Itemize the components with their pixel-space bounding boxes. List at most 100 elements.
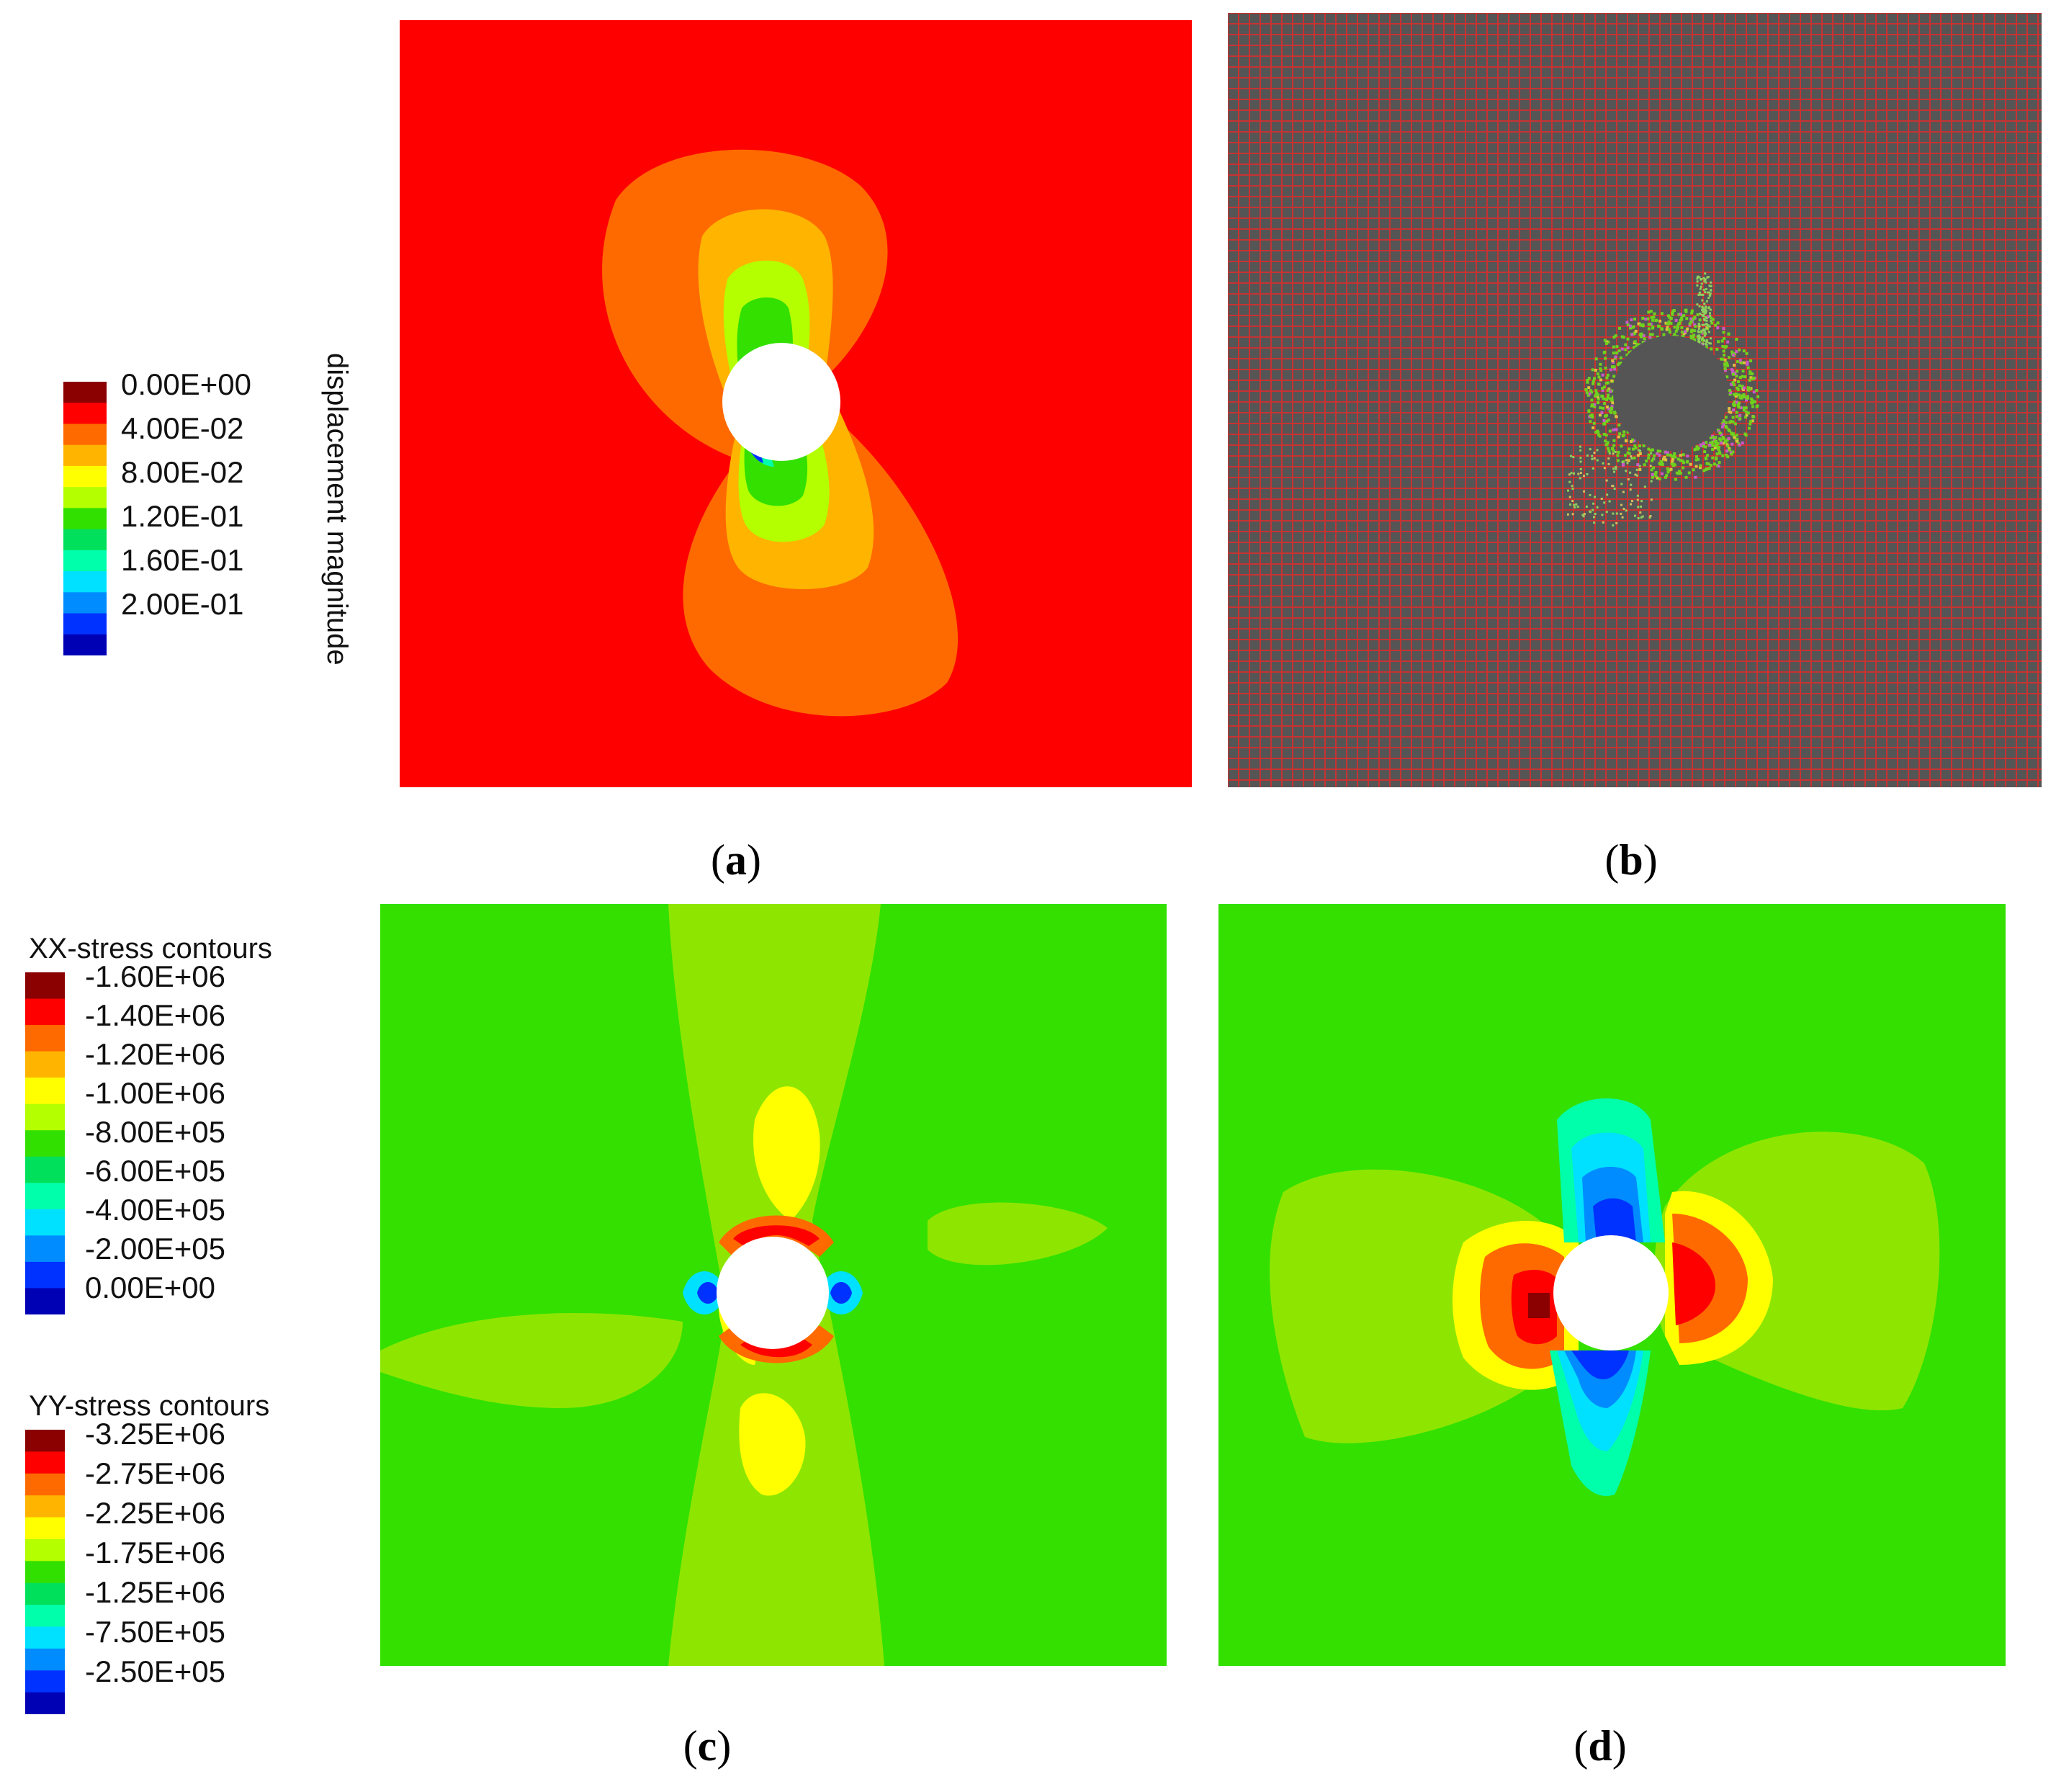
particle xyxy=(1693,448,1697,452)
particle xyxy=(1675,471,1679,475)
particle xyxy=(1590,413,1594,417)
particle xyxy=(1687,471,1691,475)
particle xyxy=(1643,485,1646,488)
particle xyxy=(1594,496,1597,498)
particle xyxy=(1735,415,1738,418)
particle xyxy=(1698,336,1701,339)
particle xyxy=(1656,476,1659,480)
particle xyxy=(1625,470,1628,472)
particle xyxy=(1733,422,1737,426)
legend-label: -8.00E+05 xyxy=(85,1115,225,1149)
colorbar-swatch xyxy=(25,1605,65,1627)
particle xyxy=(1709,342,1712,345)
particle xyxy=(1741,442,1744,445)
legend-label: -6.00E+05 xyxy=(85,1154,225,1188)
particle xyxy=(1723,369,1727,372)
particle xyxy=(1637,506,1640,509)
particle xyxy=(1616,459,1620,462)
particle xyxy=(1748,426,1751,430)
particle xyxy=(1628,447,1631,451)
particle xyxy=(1656,452,1659,455)
particle xyxy=(1709,294,1712,297)
particle xyxy=(1749,376,1753,380)
particle xyxy=(1728,429,1731,433)
particle xyxy=(1668,315,1671,319)
particle xyxy=(1666,467,1669,470)
particle xyxy=(1750,397,1754,400)
particle xyxy=(1743,361,1746,364)
particle xyxy=(1601,389,1604,393)
particle xyxy=(1650,459,1653,462)
particle xyxy=(1615,465,1617,468)
particle xyxy=(1641,515,1644,518)
particle xyxy=(1735,400,1738,404)
particle xyxy=(1647,456,1651,460)
particle xyxy=(1709,337,1712,340)
particle xyxy=(1631,438,1635,442)
particle xyxy=(1745,398,1749,402)
particle xyxy=(1741,369,1745,373)
particle xyxy=(1749,419,1753,423)
particle xyxy=(1629,471,1632,474)
caption-b: (b) xyxy=(1604,836,1658,884)
particle xyxy=(1689,320,1693,323)
particle xyxy=(1596,429,1599,433)
legend-label: -1.25E+06 xyxy=(85,1575,225,1609)
particle xyxy=(1628,324,1632,328)
particle xyxy=(1671,311,1674,315)
particle xyxy=(1636,498,1639,501)
particle xyxy=(1694,465,1698,468)
particle xyxy=(1730,442,1734,446)
particle xyxy=(1638,452,1642,455)
particle xyxy=(1647,447,1651,451)
particle xyxy=(1605,340,1609,344)
particle xyxy=(1654,319,1658,323)
particle xyxy=(1751,372,1754,376)
particle xyxy=(1677,313,1681,316)
particle xyxy=(1727,436,1730,440)
particle xyxy=(1623,454,1627,457)
particle xyxy=(1607,447,1610,450)
particle xyxy=(1570,472,1573,475)
particle xyxy=(1610,399,1614,403)
particle xyxy=(1694,325,1697,328)
particle xyxy=(1630,483,1633,486)
particle xyxy=(1724,362,1728,366)
particle xyxy=(1732,393,1736,396)
particle xyxy=(1725,345,1728,349)
particle xyxy=(1700,330,1703,333)
particle xyxy=(1625,459,1628,462)
particle xyxy=(1670,462,1674,466)
particle xyxy=(1705,311,1707,314)
particle xyxy=(1709,292,1712,295)
particle xyxy=(1699,444,1702,447)
particle xyxy=(1731,381,1735,385)
particle xyxy=(1728,410,1731,413)
particle xyxy=(1704,445,1707,449)
particle xyxy=(1697,275,1700,278)
particle xyxy=(1601,373,1604,377)
particle xyxy=(1724,440,1728,444)
particle xyxy=(1592,509,1594,511)
particle xyxy=(1722,436,1725,440)
particle xyxy=(1665,328,1669,331)
particle xyxy=(1592,502,1595,505)
particle xyxy=(1590,390,1594,394)
particle xyxy=(1619,356,1622,359)
particle xyxy=(1673,333,1676,336)
particle xyxy=(1735,375,1738,378)
particle xyxy=(1705,462,1709,465)
particle xyxy=(1571,513,1574,516)
particle xyxy=(1600,411,1604,414)
particle xyxy=(1587,377,1591,380)
particle xyxy=(1703,319,1706,322)
colorbar-swatch xyxy=(63,382,107,403)
particle xyxy=(1671,313,1674,316)
particle xyxy=(1612,452,1615,455)
particle xyxy=(1650,452,1653,454)
particle xyxy=(1602,422,1606,426)
particle xyxy=(1612,449,1615,452)
particle xyxy=(1638,465,1641,467)
legend-label: 1.20E-01 xyxy=(121,499,244,533)
particle xyxy=(1690,311,1694,315)
